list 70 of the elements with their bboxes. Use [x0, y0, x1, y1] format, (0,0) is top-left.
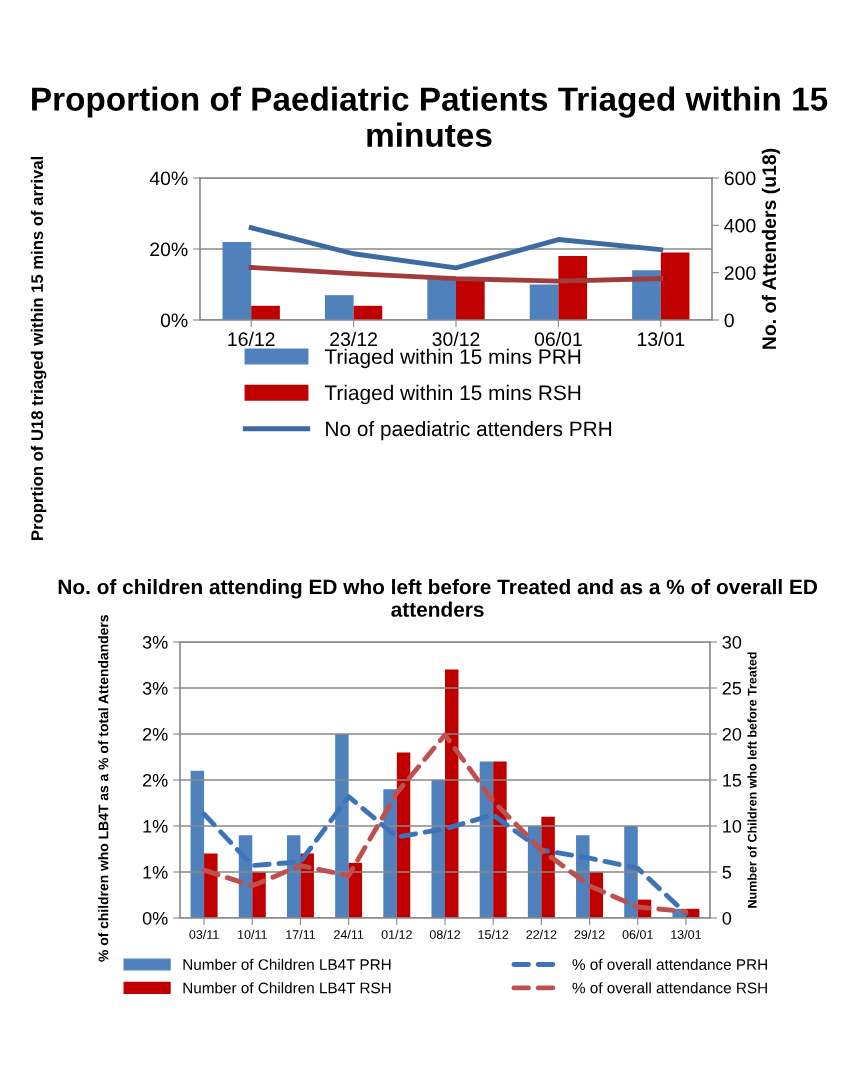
legend-label: No of paediatric attenders PRH: [326, 420, 612, 441]
bar: [251, 305, 280, 320]
y-tick-label: 0%: [160, 313, 188, 328]
y2-tick-label: 400: [724, 218, 756, 233]
bar: [222, 241, 252, 320]
y2-tick-label: 20: [722, 727, 742, 741]
line-series: [248, 225, 664, 271]
bar: [431, 780, 445, 918]
line-series: [201, 794, 689, 916]
x-tick-label: 22/12: [526, 929, 557, 939]
legend-label: % of overall attendance RSH: [572, 982, 767, 994]
y2-tick-label: 30: [722, 635, 742, 649]
y2-tick-label: 10: [723, 819, 742, 833]
y-axis-title: % of children who LB4T as a % of total Attendanders: [98, 615, 109, 962]
y-tick-label: 2%: [143, 773, 168, 787]
y2-axis-title: Number of Children who left before Treated: [747, 652, 757, 908]
chart-title: Proportion of Paediatric Patients Triaged within 15 minutes: [32, 86, 828, 147]
x-tick-label: 01/12: [381, 929, 412, 939]
y2-axis-title: No. of Attenders (u18): [761, 148, 780, 349]
legend-label: % of overall attendance PRH: [572, 958, 767, 970]
bar: [529, 284, 559, 320]
y2-tick-label: 15: [723, 774, 742, 787]
x-tick-label: 23/12: [330, 331, 377, 347]
x-tick-label: 10/11: [238, 929, 267, 939]
bar: [335, 734, 349, 918]
y-tick-label: 3%: [142, 681, 168, 695]
bar: [324, 295, 354, 320]
bar: [427, 277, 456, 320]
y2-tick-label: 5: [722, 866, 732, 879]
y2-tick-label: 0: [724, 313, 734, 328]
x-tick-label: 13/01: [637, 331, 685, 347]
y2-tick-label: 600: [724, 171, 756, 186]
y2-tick-label: 0: [722, 911, 732, 925]
y-tick-label: 3%: [142, 635, 168, 649]
bar: [660, 252, 690, 320]
bar: [456, 280, 485, 320]
y-axis-title: Proprtion of U18 triaged within 15 mins of arrival: [30, 156, 47, 540]
x-tick-label: 06/01: [622, 929, 653, 939]
bar: [632, 270, 661, 320]
bar: [576, 835, 590, 918]
legend-label: Triaged within 15 mins RSH: [324, 384, 581, 405]
x-tick-label: 15/12: [478, 929, 509, 939]
y-tick-label: 2%: [143, 727, 168, 741]
y-tick-label: 1%: [143, 866, 168, 879]
bar: [624, 826, 638, 918]
y2-tick-label: 25: [722, 681, 742, 695]
y-tick-label: 1%: [143, 820, 168, 833]
x-tick-label: 30/12: [432, 331, 480, 347]
bar: [204, 853, 218, 918]
x-tick-label: 24/11: [334, 929, 364, 939]
x-tick-label: 03/11: [189, 929, 219, 939]
legend-label: Number of Children LB4T PRH: [183, 958, 391, 970]
x-tick-label: 08/12: [429, 929, 461, 939]
y-tick-label: 20%: [150, 242, 188, 257]
x-tick-label: 16/12: [228, 331, 275, 347]
y-tick-label: 0%: [142, 911, 168, 925]
bar: [558, 256, 588, 320]
y-tick-label: 40%: [149, 171, 188, 186]
bar: [190, 770, 205, 918]
legend-label: Triaged within 15 mins PRH: [324, 348, 581, 369]
y2-tick-label: 200: [724, 266, 756, 280]
line-series: [201, 732, 689, 914]
x-tick-label: 29/12: [574, 929, 605, 939]
bar: [493, 761, 507, 918]
line-series: [248, 265, 664, 284]
x-tick-label: 17/11: [286, 929, 316, 939]
legend-label: Number of Children LB4T RSH: [183, 982, 391, 994]
bar: [541, 816, 555, 918]
x-tick-label: 13/01: [671, 929, 701, 939]
x-tick-label: 06/01: [534, 331, 582, 347]
